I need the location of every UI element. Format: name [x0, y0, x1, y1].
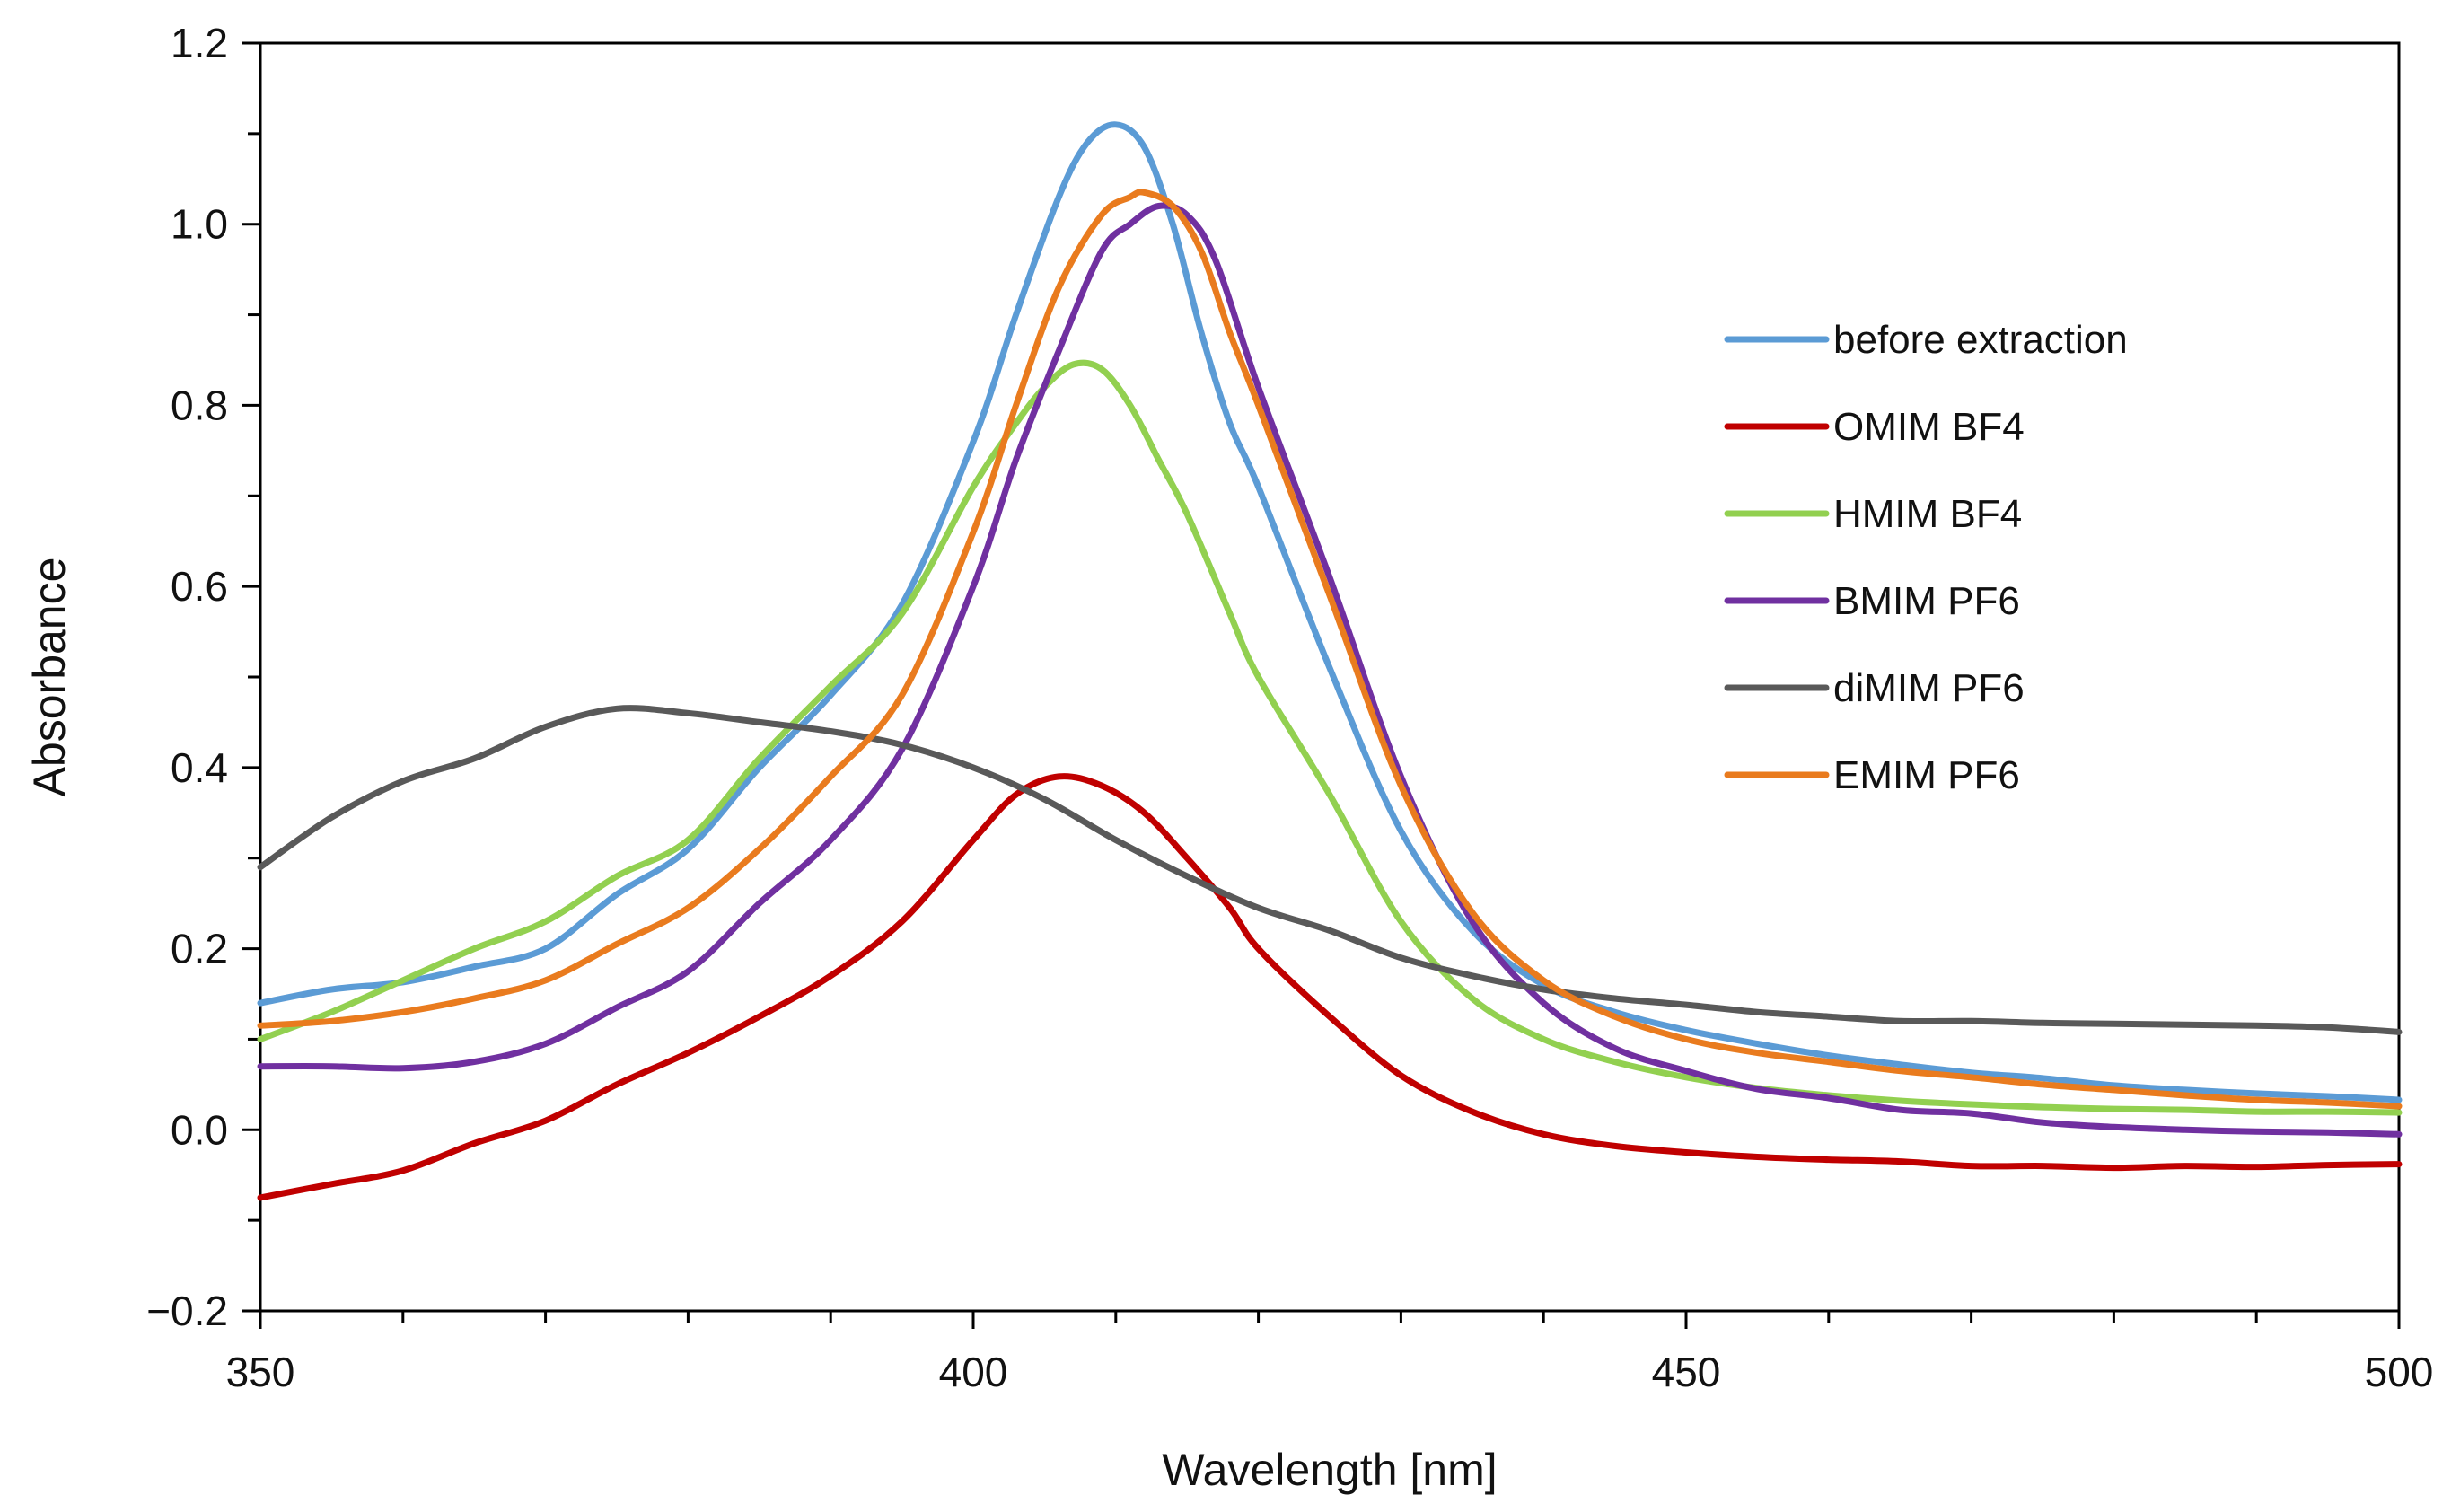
series-line-emim-pf6: [257, 189, 2403, 1110]
x-axis: 350 400 450 500: [226, 1311, 2434, 1395]
y-tick-label: 0.2: [171, 926, 228, 972]
y-tick-label: 0.0: [171, 1106, 228, 1153]
series-line-omim-bf4: [257, 773, 2403, 1201]
y-axis: −0.2 0.0 0.2 0.4 0.6 0.8 1.0 1.2: [146, 20, 260, 1334]
legend: before extraction OMIM BF4 HMIM BF4 BMIM PF…: [1724, 318, 2128, 797]
x-tick-label: 450: [1652, 1349, 1721, 1395]
series-line-hmim-bf4: [257, 359, 2403, 1116]
series-line-before-extraction: [257, 121, 2403, 1103]
legend-label-bmim-pf6: BMIM PF6: [1833, 579, 2020, 623]
y-tick-label: 1.2: [171, 20, 228, 66]
legend-label-emim-pf6: EMIM PF6: [1833, 753, 2020, 797]
legend-label-before-extraction: before extraction: [1833, 318, 2128, 362]
x-tick-label: 500: [2365, 1349, 2434, 1395]
legend-label-hmim-bf4: HMIM BF4: [1833, 492, 2022, 536]
y-tick-label: −0.2: [146, 1288, 228, 1334]
legend-label-omim-bf4: OMIM BF4: [1833, 405, 2025, 449]
y-tick-label: 0.8: [171, 382, 228, 428]
y-axis-title: Absorbance: [24, 558, 75, 797]
series-line-bmim-pf6: [257, 202, 2403, 1138]
series-line-dimim-pf6: [257, 705, 2403, 1035]
y-tick-label: 0.4: [171, 744, 228, 791]
series-lines: [257, 121, 2403, 1201]
x-axis-title: Wavelength [nm]: [1162, 1445, 1497, 1495]
x-tick-label: 400: [939, 1349, 1008, 1395]
legend-label-dimim-pf6: diMIM PF6: [1833, 666, 2025, 710]
y-tick-label: 0.6: [171, 563, 228, 610]
y-tick-label: 1.0: [171, 201, 228, 248]
x-tick-label: 350: [226, 1349, 295, 1395]
